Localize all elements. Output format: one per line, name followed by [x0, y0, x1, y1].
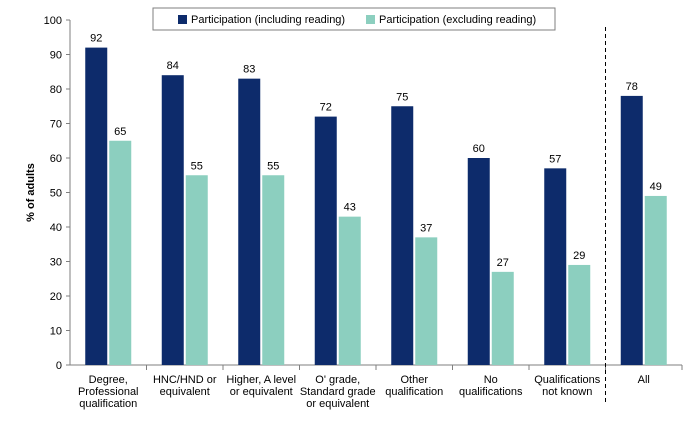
category-label-line: qualifications — [459, 386, 523, 398]
y-tick-label: 90 — [50, 50, 62, 62]
category-label-line: qualification — [385, 386, 443, 398]
data-label: 72 — [320, 102, 332, 114]
data-label: 57 — [549, 153, 561, 165]
y-axis-label: % of adults — [25, 163, 37, 222]
category-label-line: HNC/HND or — [153, 374, 217, 386]
category-label-line: Qualifications — [534, 374, 601, 386]
category-label: HNC/HND or equivalent — [153, 374, 217, 398]
y-tick-label: 50 — [50, 188, 62, 200]
bar — [238, 78, 261, 366]
chart-legend: Participation (including reading) Partici… — [152, 7, 556, 31]
category-label-line: All — [638, 374, 650, 386]
chart-category-labels: Degree, Professional qualificationHNC/HND … — [78, 374, 650, 410]
category-label: O' grade, Standard grade or equivalent — [300, 374, 376, 410]
category-label-line: not known — [542, 386, 592, 398]
category-label-line: O' grade, — [315, 374, 360, 386]
y-tick-label: 10 — [50, 326, 62, 338]
category-label-line: or equivalent — [306, 398, 369, 410]
bar — [338, 216, 361, 365]
bar — [85, 47, 108, 365]
data-label: 83 — [243, 64, 255, 76]
legend-swatch — [178, 15, 187, 24]
category-label-line: Professional — [78, 386, 139, 398]
data-label: 60 — [473, 143, 485, 155]
bar — [161, 75, 184, 365]
category-label-line: or equivalent — [230, 386, 293, 398]
bar — [415, 237, 438, 365]
data-label: 65 — [114, 126, 126, 138]
data-label: 84 — [167, 60, 179, 72]
bar — [644, 195, 667, 365]
y-tick-label: 0 — [56, 360, 62, 372]
legend-entry: Participation (excluding reading) — [379, 14, 536, 26]
data-label: 78 — [626, 81, 638, 93]
data-label: 92 — [90, 33, 102, 45]
data-label: 75 — [396, 91, 408, 103]
bar — [544, 168, 567, 365]
category-label-line: Other — [400, 374, 428, 386]
bar — [262, 175, 285, 365]
y-tick-label: 100 — [44, 15, 62, 27]
y-tick-label: 70 — [50, 119, 62, 131]
chart-data-labels: 92 65 84 55 83 55 72 43 75 37 60 27 57 29 78 49 — [90, 33, 662, 269]
y-tick-label: 40 — [50, 222, 62, 234]
bar — [185, 175, 208, 365]
category-label-line: equivalent — [160, 386, 210, 398]
bar — [467, 158, 490, 365]
bar — [314, 116, 337, 365]
category-label: Degree, Professional qualification — [78, 374, 139, 410]
data-label: 55 — [267, 160, 279, 172]
y-tick-label: 20 — [50, 291, 62, 303]
bar — [620, 95, 643, 366]
category-label-line: qualification — [79, 398, 137, 410]
category-label-line: Higher, A level — [226, 374, 296, 386]
y-tick-label: 30 — [50, 257, 62, 269]
bar — [491, 271, 514, 365]
y-tick-label: 60 — [50, 153, 62, 165]
chart-bars — [85, 47, 667, 366]
data-label: 55 — [191, 160, 203, 172]
category-label: Qualifications not known — [534, 374, 601, 398]
category-label-line: Degree, — [89, 374, 128, 386]
data-label: 37 — [420, 222, 432, 234]
data-label: 49 — [650, 181, 662, 193]
y-tick-label: 80 — [50, 84, 62, 96]
legend-swatch — [366, 15, 375, 24]
bar — [109, 140, 132, 365]
data-label: 29 — [573, 250, 585, 262]
chart-axes: 0 10 20 30 40 50 60 70 80 90 100 % of adults — [25, 15, 683, 405]
category-label: Other qualification — [385, 374, 443, 398]
legend-entry: Participation (including reading) — [191, 14, 345, 26]
category-label: Higher, A level or equivalent — [226, 374, 296, 398]
legend-box — [152, 7, 556, 31]
category-label: All — [638, 374, 650, 386]
category-label-line: No — [484, 374, 498, 386]
category-label: No qualifications — [459, 374, 523, 398]
bar — [391, 106, 414, 365]
data-label: 43 — [344, 202, 356, 214]
bar — [568, 264, 591, 365]
data-label: 27 — [497, 257, 509, 269]
category-label-line: Standard grade — [300, 386, 376, 398]
